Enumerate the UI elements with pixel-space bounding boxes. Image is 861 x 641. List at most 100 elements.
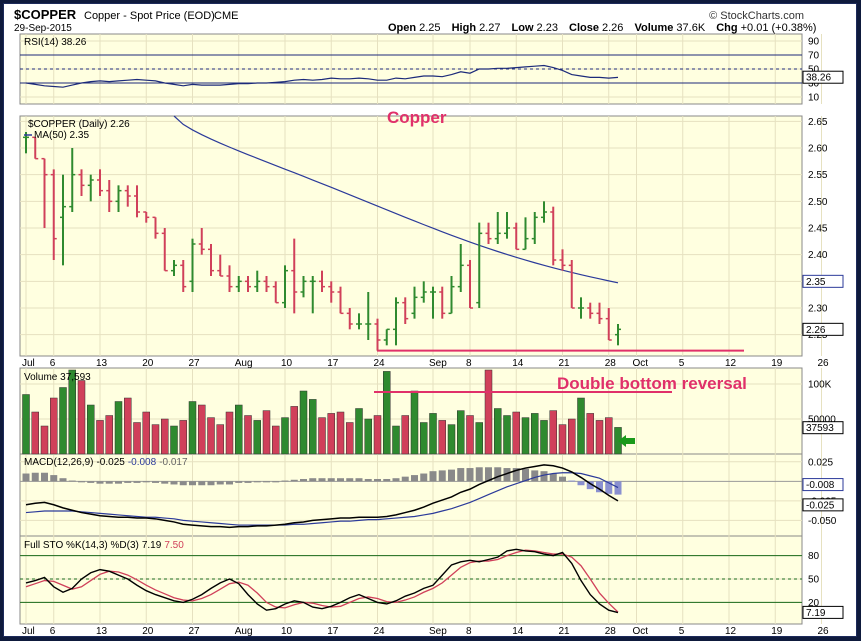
y-tick-label: 2.30 xyxy=(808,304,828,315)
chg-label: Chg xyxy=(716,22,737,34)
sto-d-line xyxy=(25,549,619,613)
macd-hist-bar xyxy=(244,481,252,483)
price-legend: $COPPER (Daily) 2.26 xyxy=(28,119,130,130)
y-tick-label: 50 xyxy=(808,575,820,586)
macd-hist-bar xyxy=(198,481,206,486)
ohlc-bar xyxy=(420,281,427,303)
value-tag-label: -0.008 xyxy=(806,480,835,491)
macd-hist-bar xyxy=(374,478,381,482)
ohlc-bar xyxy=(485,222,492,244)
x-tick-label-bottom: 13 xyxy=(96,626,108,636)
macd-line xyxy=(25,464,619,529)
volume-bar xyxy=(503,415,511,455)
macd-hist-bar xyxy=(161,481,169,484)
ohlc-bar xyxy=(217,254,224,277)
sto-panel xyxy=(19,535,803,625)
volume-bar xyxy=(114,401,123,455)
macd-hist-bar xyxy=(364,478,372,482)
macd-hist-bar xyxy=(531,470,539,482)
ohlc-bar xyxy=(171,260,177,276)
x-tick-label: 21 xyxy=(559,358,571,369)
chart-date: 29-Sep-2015 xyxy=(14,23,72,34)
stock-chart: $COPPER Copper - Spot Price (EOD) CME 29… xyxy=(14,7,844,636)
volume-bar xyxy=(170,425,178,455)
ohlc-bar xyxy=(69,148,76,212)
sto-legend: Full STO %K(14,3) %D(3) 7.19 7.50 xyxy=(24,540,184,551)
volume-bar xyxy=(290,406,298,455)
macd-hist-bar xyxy=(87,481,95,483)
y-tick-label: 50 xyxy=(808,65,820,76)
value-tag-box xyxy=(802,70,844,84)
macd-legend-macd: -0.025 xyxy=(96,457,125,468)
volume-bar xyxy=(31,411,39,455)
volume-bar xyxy=(272,425,280,455)
macd-hist-bar xyxy=(179,481,187,486)
value-tag-box xyxy=(802,478,844,492)
x-tick-label: 10 xyxy=(281,358,293,369)
y-tick-label: 2.40 xyxy=(808,250,828,261)
ohlc-bar xyxy=(319,270,325,292)
macd-hist-bar xyxy=(503,468,511,482)
macd-hist-bar xyxy=(337,478,344,482)
symbol: $COPPER xyxy=(14,7,77,22)
axis-layer: 90 70 50 30 10 38.26 2.65 2.60 2.55 2.50 2.45 2.40 2… xyxy=(22,37,844,636)
volume-bar xyxy=(595,420,604,455)
macd-hist-bar xyxy=(438,470,446,482)
x-tick-label-bottom: 28 xyxy=(605,626,617,636)
macd-hist-bar xyxy=(383,478,391,482)
macd-hist-bar xyxy=(105,481,113,484)
volume-bar xyxy=(318,417,326,455)
ohlc-bar xyxy=(504,212,510,239)
macd-hist-bar xyxy=(494,467,502,482)
value-tag-label: 2.35 xyxy=(806,277,826,288)
macd-legend-hist: -0.017 xyxy=(159,457,188,468)
x-tick-label-bottom: 24 xyxy=(374,626,386,636)
volume-bar xyxy=(484,369,493,455)
volume-bar xyxy=(96,420,104,455)
ohlc-bar xyxy=(531,212,538,244)
macd-legend-signal: -0.008 xyxy=(128,457,157,468)
volume-bar xyxy=(521,417,530,455)
ohlc-bar xyxy=(411,286,418,319)
macd-hist-bar xyxy=(78,481,85,483)
ohlc-bar xyxy=(383,328,390,346)
macd-hist-bar xyxy=(115,481,122,484)
macd-signal-line xyxy=(25,472,619,526)
macd-hist-bar xyxy=(152,481,159,483)
volume-bar xyxy=(364,418,372,455)
ohlc-bar xyxy=(208,244,214,276)
volume-bar xyxy=(577,397,585,455)
sto-legend-k: 7.19 xyxy=(142,540,162,551)
sto-legend-name: Full STO %K(14,3) %D(3) xyxy=(24,540,139,551)
x-tick-label: 5 xyxy=(679,358,685,369)
macd-hist-bar xyxy=(466,468,474,482)
ohlc-bar xyxy=(550,206,557,266)
x-tick-label: 27 xyxy=(189,358,201,369)
y-tick-label: 100K xyxy=(808,380,832,391)
ohlc-bar xyxy=(78,169,85,196)
volume-bar xyxy=(494,408,502,455)
ohlc-bar xyxy=(272,281,279,304)
volume-legend: Volume 37,593 xyxy=(24,372,91,383)
macd-layer xyxy=(20,464,802,529)
ohlc-bar xyxy=(161,228,168,272)
macd-hist-bar xyxy=(549,473,557,482)
ohlc-bar xyxy=(226,265,233,292)
ohlc-bar xyxy=(300,276,307,298)
volume-bar xyxy=(124,397,132,455)
volume-bar xyxy=(87,404,95,455)
macd-hist-bar xyxy=(290,479,298,482)
y-tick-label: 2.45 xyxy=(808,224,828,235)
value-tag-label: 7.19 xyxy=(806,608,826,619)
open-label: Open xyxy=(388,22,416,34)
volume-bar xyxy=(161,418,169,455)
x-tick-label-bottom: 20 xyxy=(142,626,154,636)
exchange: CME xyxy=(214,10,238,22)
value-tag-label: 37593 xyxy=(806,423,834,434)
volume-bar xyxy=(401,415,409,455)
macd-hist-bar xyxy=(401,476,409,482)
y-tick-label: 20 xyxy=(808,598,820,609)
description: Copper - Spot Price (EOD) xyxy=(84,10,215,22)
ohlc-bar xyxy=(263,276,270,292)
volume-bar xyxy=(40,425,49,455)
